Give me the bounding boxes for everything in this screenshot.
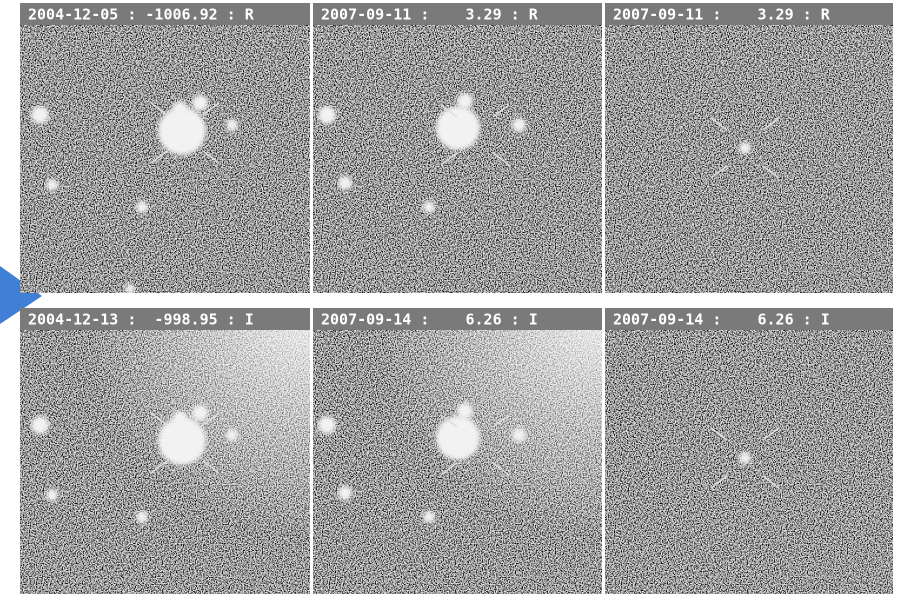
star (31, 106, 49, 124)
star (136, 201, 148, 213)
image-panel: 2007-09-14 : 6.26 : I (313, 308, 602, 594)
panel-image (20, 3, 310, 294)
star (173, 411, 187, 425)
star (125, 284, 135, 294)
star (318, 416, 336, 434)
star (192, 95, 208, 111)
star (739, 452, 751, 464)
panel-image (605, 308, 893, 594)
star (457, 403, 473, 419)
panel-image (605, 3, 893, 293)
panel-image (20, 308, 310, 594)
image-panel: 2004-12-05 : -1006.92 : R (20, 3, 310, 294)
star (338, 176, 352, 190)
figure: 2004-12-05 : -1006.92 : R 2007-09-11 : 3.… (0, 0, 907, 594)
star (436, 106, 480, 150)
star (338, 486, 352, 500)
star (423, 201, 435, 213)
panel-label: 2007-09-14 : 6.26 : I (613, 311, 830, 329)
panel-label: 2007-09-11 : 3.29 : R (613, 6, 831, 24)
star (226, 429, 238, 441)
star (173, 101, 187, 115)
panel-label: 2004-12-13 : -998.95 : I (28, 311, 254, 329)
panel-label: 2007-09-11 : 3.29 : R (321, 6, 539, 24)
star (46, 179, 58, 191)
star (192, 405, 208, 421)
star (136, 511, 148, 523)
star (436, 416, 480, 460)
image-panel: 2004-12-13 : -998.95 : I (20, 308, 310, 594)
star (512, 428, 526, 442)
sky-noise (20, 3, 310, 293)
sky-noise (605, 308, 893, 594)
star (457, 93, 473, 109)
star (31, 416, 49, 434)
image-panel: 2007-09-11 : 3.29 : R (313, 3, 602, 293)
star (46, 489, 58, 501)
panel-label: 2007-09-14 : 6.26 : I (321, 311, 538, 329)
panel-image (313, 308, 602, 594)
star (226, 119, 238, 131)
panel-label: 2004-12-05 : -1006.92 : R (28, 6, 255, 24)
star (423, 511, 435, 523)
star (318, 106, 336, 124)
panel-image (313, 3, 602, 293)
star (739, 142, 751, 154)
image-panel: 2007-09-14 : 6.26 : I (605, 308, 893, 594)
image-panel: 2007-09-11 : 3.29 : R (605, 3, 893, 293)
star (512, 118, 526, 132)
